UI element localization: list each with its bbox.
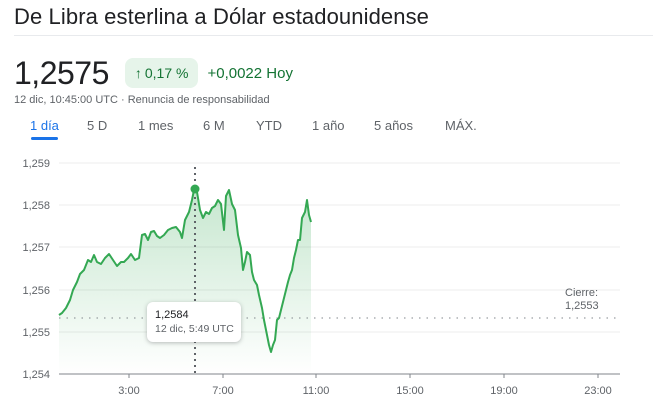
page-title: De Libra esterlina a Dólar estadounidens… (14, 4, 430, 29)
tab-1-dia[interactable]: 1 día (30, 118, 59, 140)
y-tick: 1,258 (22, 200, 50, 212)
close-value: 1,2553 (565, 300, 599, 312)
x-tick: 11:00 (303, 385, 330, 397)
y-axis-labels: 1,259 1,258 1,257 1,256 1,255 1,254 (22, 158, 50, 381)
hover-tooltip: 1,2584 12 dic, 5:49 UTC (147, 302, 241, 342)
hover-point (190, 184, 200, 194)
disclaimer-link[interactable]: Renuncia de responsabilidad (127, 94, 270, 106)
x-tick: 19:00 (490, 385, 518, 397)
price-chart[interactable]: 1,259 1,258 1,257 1,256 1,255 1,254 3:00… (0, 145, 653, 411)
tab-5-anos[interactable]: 5 años (374, 118, 414, 133)
x-axis: 3:00 7:00 11:00 15:00 19:00 23:00 (59, 373, 620, 397)
tab-1-mes[interactable]: 1 mes (138, 118, 174, 133)
tab-1-ano[interactable]: 1 año (312, 118, 345, 133)
x-tick: 3:00 (118, 385, 139, 397)
quote-timestamp: 12 dic, 10:45:00 UTC (14, 94, 118, 106)
area-fill (59, 190, 311, 374)
y-tick: 1,259 (22, 158, 50, 170)
price-row: 1,2575 ↑ 0,17 % +0,0022 Hoy (14, 55, 293, 91)
y-tick: 1,256 (22, 285, 50, 297)
tooltip-time: 12 dic, 5:49 UTC (155, 323, 234, 335)
divider (14, 35, 653, 36)
y-tick: 1,257 (22, 242, 50, 254)
change-percent: 0,17 % (144, 65, 189, 81)
meta-separator: · (117, 94, 128, 106)
quote-meta: 12 dic, 10:45:00 UTC · Renuncia de respo… (14, 94, 270, 106)
change-percent-badge: ↑ 0,17 % (124, 58, 199, 88)
previous-close-label: Cierre: 1,2553 (565, 287, 599, 313)
y-tick: 1,255 (22, 327, 50, 339)
x-tick: 23:00 (584, 385, 612, 397)
tab-6-m[interactable]: 6 M (203, 118, 225, 133)
y-tick: 1,254 (22, 369, 50, 381)
tooltip-value: 1,2584 (155, 309, 189, 321)
close-label-text: Cierre: (565, 287, 599, 299)
x-tick: 7:00 (212, 385, 233, 397)
tab-ytd[interactable]: YTD (256, 118, 282, 133)
tab-5-d[interactable]: 5 D (87, 118, 108, 133)
x-tick: 15:00 (396, 385, 424, 397)
current-price: 1,2575 (14, 54, 109, 91)
change-absolute: +0,0022 Hoy (207, 64, 293, 82)
arrow-up-icon: ↑ (134, 65, 142, 81)
price-line (58, 189, 312, 353)
tab-max[interactable]: MÁX. (445, 118, 477, 133)
